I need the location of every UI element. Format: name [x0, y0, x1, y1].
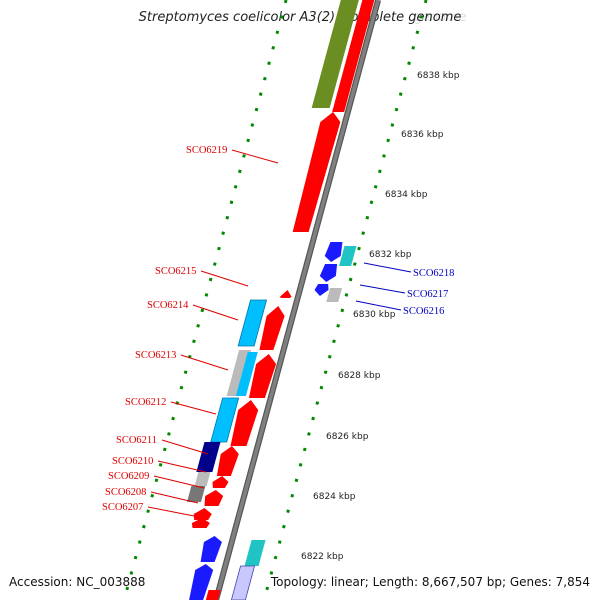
gene-sco6214	[259, 306, 285, 350]
gene-label-reverse: SCO6216	[403, 306, 444, 317]
gene-sco6216	[314, 284, 329, 296]
gene-label-leader	[161, 439, 209, 455]
gene-red-top	[332, 0, 375, 112]
gene-label-forward: SCO6210	[112, 456, 153, 467]
gene-sco6217	[319, 264, 338, 282]
gene-sco6212-cyan	[210, 397, 240, 443]
gene-bottom-lavender	[230, 565, 256, 600]
gene-label-leader	[150, 491, 199, 504]
gene-bottom-red	[205, 590, 221, 600]
gene-label-leader	[231, 149, 279, 164]
gene-label-leader	[153, 475, 205, 489]
gene-sco6214-cyan	[237, 299, 268, 347]
gene-label-leader	[157, 460, 207, 473]
scale-tick-label: 6826 kbp	[326, 432, 369, 442]
gene-label-forward: SCO6212	[125, 397, 166, 408]
genome-summary-text: Topology: linear; Length: 8,667,507 bp; …	[270, 575, 590, 589]
gene-label-forward: SCO6207	[102, 502, 143, 513]
gene-sco6213	[248, 354, 277, 398]
watermark-text: genome	[413, 10, 467, 25]
gene-sco6207-a	[193, 508, 212, 520]
gene-olive-top	[311, 0, 359, 108]
scale-tick-label: 6824 kbp	[313, 492, 356, 502]
gene-sco6215	[279, 290, 292, 298]
gene-sco6218-a	[324, 242, 343, 262]
gene-sco6218-b	[339, 246, 357, 266]
scale-tick-label: 6828 kbp	[338, 371, 381, 381]
scale-tick-label: 6832 kbp	[369, 250, 412, 260]
gene-sco6208-gray	[187, 486, 206, 502]
gene-label-forward: SCO6209	[108, 471, 149, 482]
scale-tick-label: 6830 kbp	[353, 310, 396, 320]
gene-label-forward: SCO6213	[135, 350, 176, 361]
accession-text: Accession: NC_003888	[9, 575, 146, 589]
gene-sco6213-gray	[226, 350, 252, 396]
gene-sco6213-cyan	[235, 352, 258, 396]
gene-label-forward: SCO6215	[155, 266, 196, 277]
scale-tick-label: 6836 kbp	[401, 130, 444, 140]
gene-label-leader	[180, 354, 229, 371]
gene-label-leader	[355, 300, 402, 311]
gene-bottom-teal	[244, 540, 266, 566]
gene-sco6219	[292, 112, 341, 232]
gene-bottom-blue-b	[189, 564, 214, 600]
gene-label-forward: SCO6214	[147, 300, 189, 311]
gene-sco6212	[230, 400, 259, 446]
gene-label-leader	[147, 506, 195, 517]
gene-sco6210-gray	[194, 472, 211, 486]
gene-label-forward: SCO6208	[105, 487, 146, 498]
gene-label-leader	[363, 262, 412, 273]
gene-sco6216-gray	[326, 288, 343, 302]
gene-label-forward: SCO6211	[116, 435, 157, 446]
backbone-line	[214, 0, 380, 600]
gene-sco6210	[212, 476, 229, 488]
gene-sco6209	[204, 490, 224, 506]
gene-label-leader	[200, 270, 249, 287]
gene-label-leader	[170, 401, 217, 415]
gene-label-leader	[359, 284, 406, 294]
gene-label-leader	[192, 304, 239, 321]
gene-sco6207-b	[191, 518, 210, 528]
gene-label-reverse: SCO6218	[413, 268, 454, 279]
gene-label-forward: SCO6219	[186, 145, 227, 156]
gene-sco6211	[216, 446, 239, 476]
scale-tick-label: 6834 kbp	[385, 190, 428, 200]
map-title: Streptomyces coelicolor A3(2), complete …	[138, 10, 462, 25]
scale-tick-label: 6822 kbp	[301, 552, 344, 562]
scale-tick-label: 6838 kbp	[417, 71, 460, 81]
gene-bottom-blue-a	[200, 536, 222, 562]
gene-label-reverse: SCO6217	[407, 289, 448, 300]
gene-sco6211-navy	[196, 442, 221, 472]
